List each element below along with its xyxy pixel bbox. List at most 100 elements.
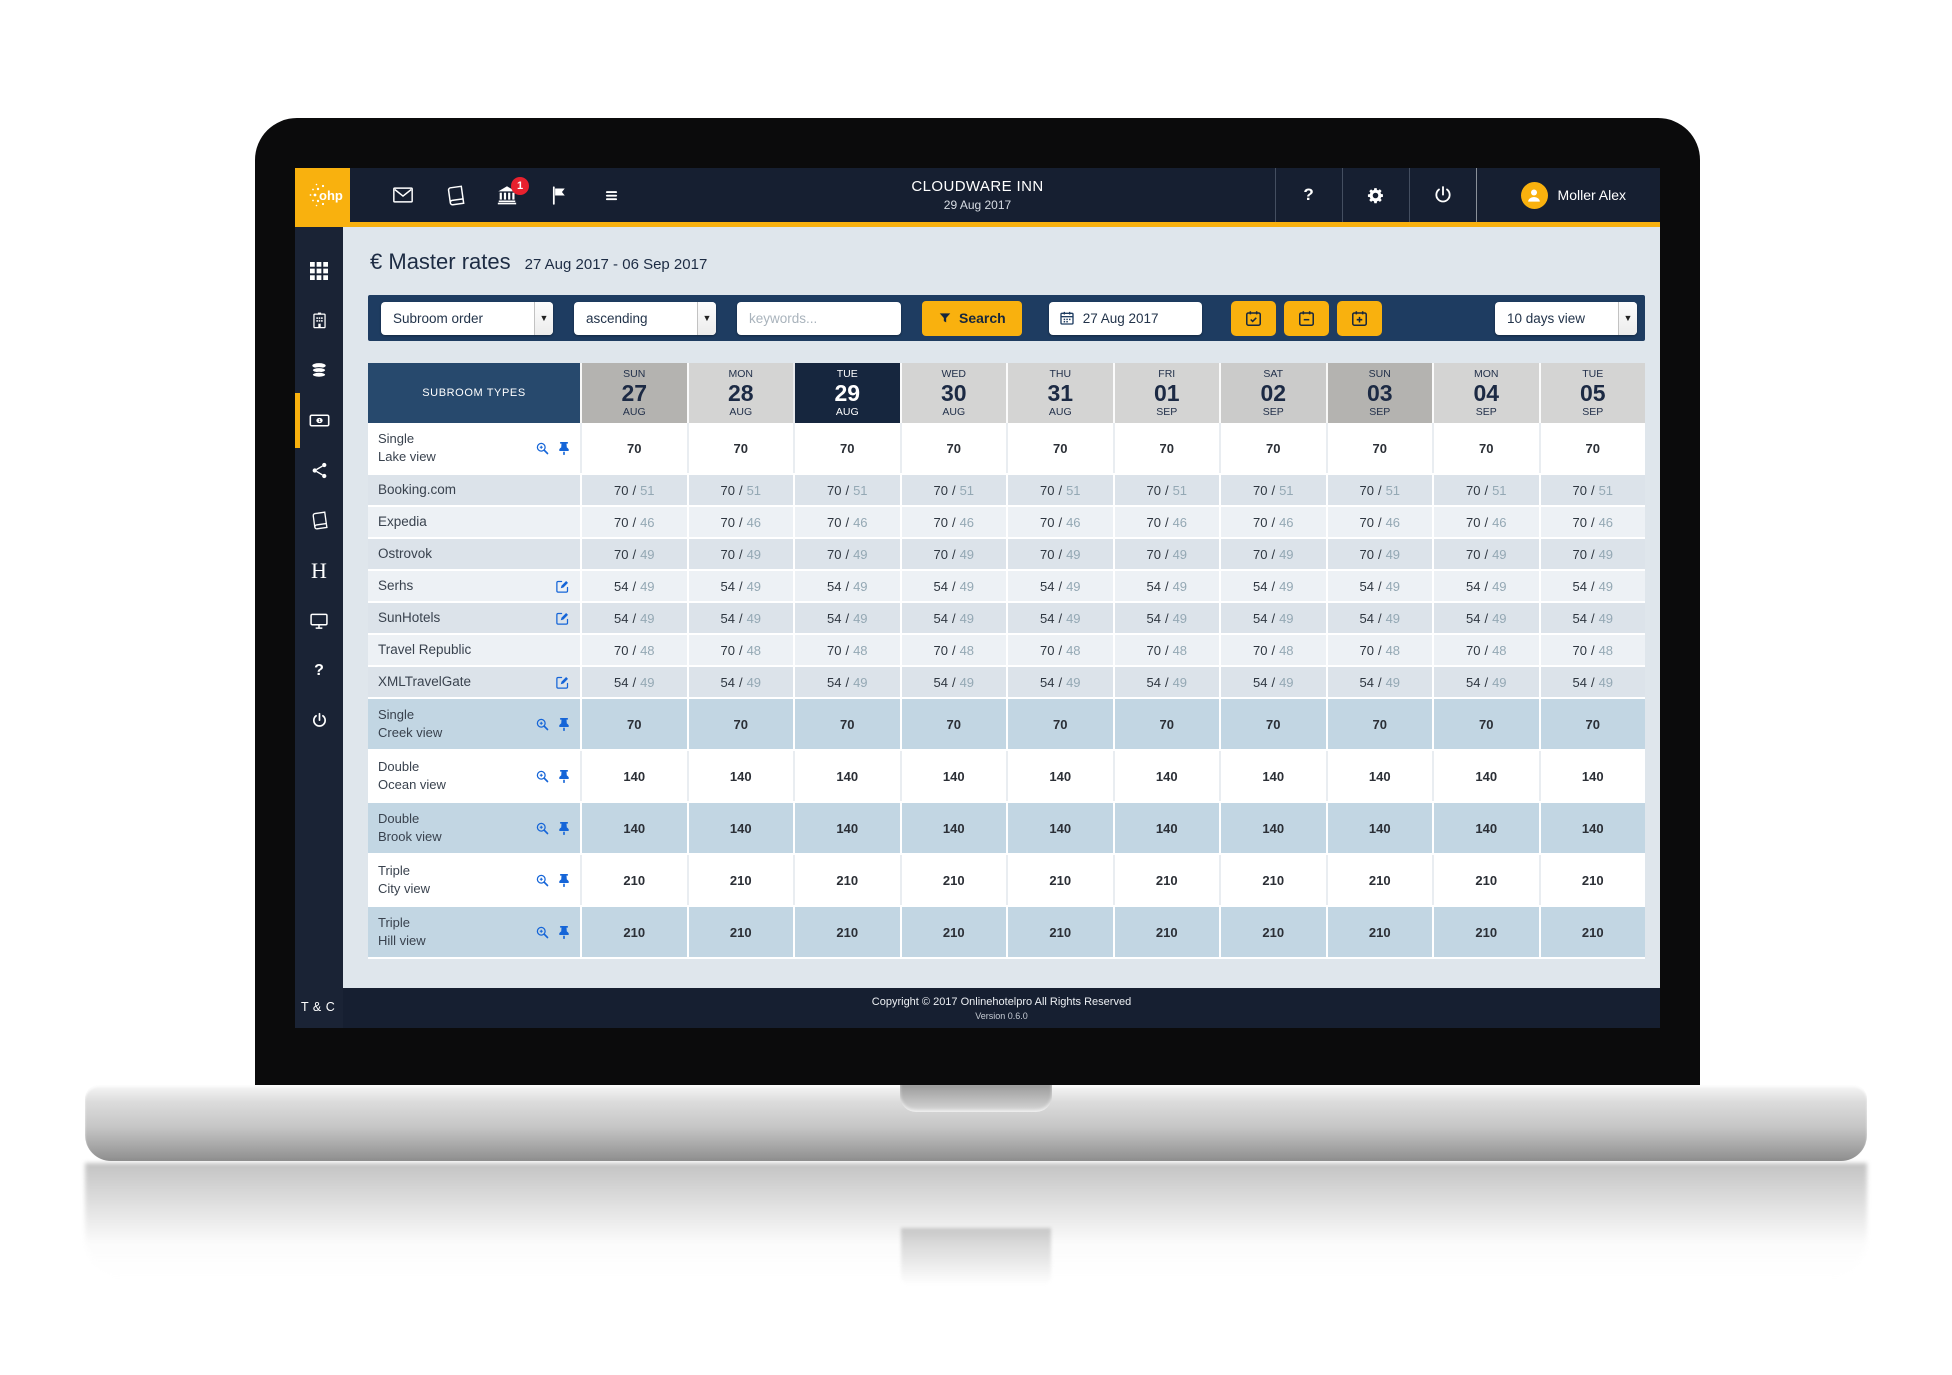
rate-cell: 140 bbox=[1325, 803, 1433, 853]
pin-icon[interactable] bbox=[558, 821, 570, 835]
zoom-icon[interactable] bbox=[535, 821, 550, 836]
sidebar-item-dashboard[interactable] bbox=[295, 253, 343, 288]
sidebar-item-bookings[interactable] bbox=[295, 503, 343, 538]
rate-cell: 54/49 bbox=[580, 603, 687, 633]
help-icon[interactable]: ? bbox=[1274, 168, 1342, 222]
power-icon[interactable] bbox=[1408, 168, 1476, 222]
rate-cell: 70 bbox=[1219, 699, 1326, 749]
sidebar-item-logout[interactable] bbox=[295, 703, 343, 738]
terms-link[interactable]: T & C bbox=[301, 1000, 336, 1014]
rate-cell: 70 bbox=[1432, 423, 1539, 473]
user-menu[interactable]: Moller Alex bbox=[1475, 168, 1660, 222]
rate-cell: 210 bbox=[1538, 855, 1646, 905]
gear-icon[interactable] bbox=[1341, 168, 1409, 222]
date-column-header: MON 28 AUG bbox=[686, 363, 793, 423]
rate-cell: 70/46 bbox=[1432, 507, 1539, 537]
rate-cell: 210 bbox=[1538, 907, 1646, 957]
hotel-title-block: CLOUDWARE INN 29 Aug 2017 bbox=[911, 168, 1043, 222]
rate-cell: 70/46 bbox=[1325, 507, 1433, 537]
date-picker-field[interactable]: 27 Aug 2017 bbox=[1048, 301, 1202, 335]
row-label: Single Lake view bbox=[378, 431, 436, 464]
rate-cell: 70/46 bbox=[1112, 507, 1220, 537]
notification-badge: 1 bbox=[511, 177, 529, 195]
pin-icon[interactable] bbox=[558, 873, 570, 887]
pin-icon[interactable] bbox=[558, 717, 570, 731]
sidebar-item-hotelpro[interactable]: H bbox=[295, 553, 343, 588]
rate-cell: 70 bbox=[793, 699, 900, 749]
zoom-icon[interactable] bbox=[535, 717, 550, 732]
chevron-down-icon: ▼ bbox=[534, 301, 553, 335]
edit-icon[interactable] bbox=[555, 579, 570, 594]
hotel-icon bbox=[312, 312, 326, 329]
subroom-order-select[interactable]: Subroom order ▼ bbox=[381, 301, 553, 335]
zoom-icon[interactable] bbox=[535, 769, 550, 784]
zoom-icon[interactable] bbox=[535, 925, 550, 940]
rate-cell: 70/51 bbox=[1538, 475, 1646, 505]
subroom-label-cell: Triple Hill view bbox=[368, 907, 580, 957]
pin-icon[interactable] bbox=[558, 925, 570, 939]
rate-cell: 140 bbox=[1112, 751, 1220, 801]
mail-icon[interactable] bbox=[392, 184, 414, 206]
sidebar-item-database[interactable] bbox=[295, 353, 343, 388]
date-column-header: THU 31 AUG bbox=[1006, 363, 1113, 423]
table-row: Single Lake view 70 70 70 70 70 70 70 70 70 70 bbox=[368, 423, 1645, 475]
current-date: 29 Aug 2017 bbox=[943, 198, 1012, 212]
channel-label-cell: Expedia bbox=[368, 507, 580, 537]
rate-cell: 70/51 bbox=[1219, 475, 1326, 505]
rate-cell: 140 bbox=[1112, 803, 1220, 853]
rate-cell: 54/49 bbox=[686, 667, 794, 697]
zoom-icon[interactable] bbox=[535, 873, 550, 888]
search-button[interactable]: Search bbox=[922, 300, 1022, 336]
sidebar-item-hotel[interactable] bbox=[295, 303, 343, 338]
channel-label-cell: XMLTravelGate bbox=[368, 667, 580, 697]
book-icon[interactable] bbox=[444, 184, 466, 206]
share-icon bbox=[312, 462, 326, 479]
pin-icon[interactable] bbox=[558, 441, 570, 455]
table-row: SunHotels 54/49 54/49 54/49 54/49 54/49 54/49 5… bbox=[368, 603, 1645, 635]
sidebar-item-rates[interactable]: 1 bbox=[295, 393, 343, 448]
rate-cell: 70/51 bbox=[1325, 475, 1433, 505]
flag-icon[interactable] bbox=[548, 184, 570, 206]
rate-cell: 210 bbox=[1112, 907, 1220, 957]
keywords-input[interactable] bbox=[737, 301, 901, 335]
rate-cell: 70/49 bbox=[793, 539, 900, 569]
sidebar-item-help[interactable]: ? bbox=[295, 653, 343, 688]
calendar-plus-button[interactable] bbox=[1336, 300, 1382, 336]
bank-icon[interactable]: 1 bbox=[496, 177, 529, 206]
rate-cell: 140 bbox=[1538, 751, 1646, 801]
zoom-icon[interactable] bbox=[535, 441, 550, 456]
rate-cell: 210 bbox=[793, 907, 900, 957]
sidebar-item-monitor[interactable] bbox=[295, 603, 343, 638]
rate-cell: 140 bbox=[1006, 751, 1113, 801]
pin-icon[interactable] bbox=[558, 769, 570, 783]
chevron-down-icon: ▼ bbox=[1618, 301, 1637, 335]
rate-cell: 70 bbox=[1006, 423, 1113, 473]
rate-cell: 54/49 bbox=[580, 667, 687, 697]
calendar-minus-button[interactable] bbox=[1283, 300, 1329, 336]
rate-cell: 70 bbox=[899, 699, 1007, 749]
rates-table-header: SUBROOM TYPES SUN 27 AUG MON 28 AUG TUE 29 AUG WE… bbox=[368, 363, 1645, 423]
sidebar-item-channels[interactable] bbox=[295, 453, 343, 488]
rate-cell: 210 bbox=[899, 855, 1007, 905]
rate-cell: 70/48 bbox=[1006, 635, 1113, 665]
calendar-check-button[interactable] bbox=[1230, 300, 1276, 336]
rate-cell: 210 bbox=[1219, 855, 1326, 905]
row-label: Expedia bbox=[378, 513, 427, 529]
days-view-select[interactable]: 10 days view ▼ bbox=[1495, 301, 1637, 335]
menu-icon[interactable] bbox=[600, 184, 622, 206]
edit-icon[interactable] bbox=[555, 675, 570, 690]
table-row: Booking.com 70/51 70/51 70/51 70/51 70/51 70/5… bbox=[368, 475, 1645, 507]
rate-cell: 210 bbox=[1432, 855, 1539, 905]
power2-icon bbox=[312, 712, 326, 727]
row-label: Double Ocean view bbox=[378, 759, 446, 792]
edit-icon[interactable] bbox=[555, 611, 570, 626]
rate-cell: 210 bbox=[1112, 855, 1220, 905]
funnel-icon bbox=[939, 313, 951, 323]
rate-cell: 70/48 bbox=[899, 635, 1007, 665]
row-label: Travel Republic bbox=[378, 641, 472, 657]
ohp-logo[interactable]: ohp bbox=[295, 168, 350, 222]
rate-cell: 140 bbox=[1432, 751, 1539, 801]
sort-direction-select[interactable]: ascending ▼ bbox=[574, 301, 716, 335]
currency-symbol: € bbox=[370, 249, 383, 274]
rate-cell: 140 bbox=[899, 751, 1007, 801]
